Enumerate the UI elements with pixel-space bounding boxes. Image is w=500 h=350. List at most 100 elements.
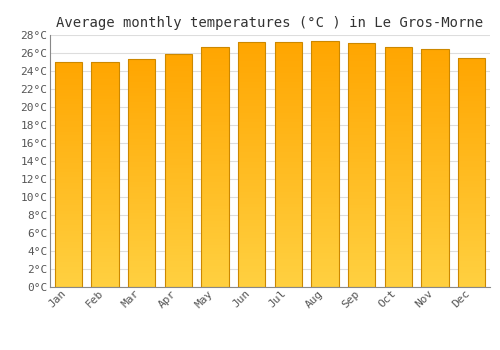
Bar (164, 234, 192, 237)
Bar (91, 265, 119, 267)
Bar (421, 180, 448, 183)
Bar (384, 155, 412, 158)
Bar (274, 143, 302, 146)
Bar (91, 96, 119, 99)
Bar (384, 239, 412, 242)
Bar (54, 62, 82, 65)
Bar (311, 256, 339, 259)
Bar (348, 64, 376, 68)
Bar (164, 135, 192, 138)
Bar (164, 185, 192, 188)
Bar (421, 189, 448, 192)
Bar (458, 87, 485, 90)
Bar (91, 149, 119, 152)
Bar (348, 141, 376, 144)
Bar (458, 93, 485, 96)
Bar (348, 92, 376, 95)
Bar (128, 99, 156, 102)
Bar (421, 73, 448, 76)
Bar (54, 239, 82, 242)
Bar (91, 102, 119, 104)
Bar (311, 180, 339, 183)
Bar (164, 240, 192, 243)
Bar (311, 216, 339, 219)
Bar (91, 62, 119, 65)
Bar (458, 127, 485, 130)
Bar (201, 86, 229, 89)
Bar (164, 54, 192, 287)
Bar (54, 172, 82, 175)
Bar (164, 69, 192, 71)
Bar (274, 88, 302, 91)
Bar (421, 79, 448, 82)
Bar (458, 84, 485, 87)
Bar (458, 121, 485, 124)
Bar (164, 147, 192, 150)
Bar (238, 55, 266, 57)
Bar (91, 132, 119, 135)
Bar (421, 124, 448, 127)
Bar (458, 170, 485, 173)
Bar (348, 95, 376, 98)
Bar (384, 278, 412, 281)
Bar (311, 161, 339, 164)
Bar (384, 203, 412, 206)
Bar (274, 183, 302, 186)
Bar (54, 191, 82, 194)
Bar (54, 87, 82, 90)
Bar (311, 103, 339, 106)
Bar (421, 228, 448, 231)
Bar (384, 209, 412, 212)
Bar (128, 213, 156, 216)
Bar (421, 216, 448, 219)
Bar (54, 124, 82, 127)
Bar (164, 83, 192, 86)
Bar (238, 103, 266, 106)
Bar (201, 227, 229, 230)
Bar (458, 184, 485, 187)
Bar (348, 281, 376, 284)
Bar (274, 226, 302, 229)
Bar (274, 281, 302, 284)
Bar (128, 253, 156, 256)
Bar (128, 59, 156, 287)
Bar (458, 78, 485, 81)
Bar (274, 189, 302, 192)
Bar (311, 100, 339, 103)
Bar (54, 152, 82, 155)
Bar (128, 125, 156, 128)
Bar (201, 113, 229, 116)
Bar (128, 122, 156, 125)
Bar (91, 208, 119, 211)
Bar (238, 164, 266, 168)
Bar (54, 273, 82, 276)
Bar (128, 131, 156, 133)
Bar (311, 140, 339, 143)
Bar (128, 74, 156, 76)
Bar (458, 135, 485, 138)
Bar (201, 143, 229, 146)
Bar (164, 162, 192, 164)
Bar (311, 235, 339, 238)
Bar (201, 254, 229, 257)
Bar (91, 121, 119, 124)
Bar (91, 281, 119, 284)
Bar (274, 113, 302, 116)
Bar (311, 229, 339, 232)
Bar (238, 113, 266, 116)
Bar (128, 145, 156, 148)
Bar (238, 204, 266, 208)
Bar (311, 195, 339, 198)
Bar (128, 167, 156, 170)
Bar (128, 241, 156, 244)
Bar (54, 175, 82, 177)
Bar (54, 118, 82, 121)
Bar (274, 110, 302, 113)
Bar (421, 58, 448, 61)
Bar (91, 219, 119, 222)
Bar (311, 41, 339, 44)
Bar (201, 230, 229, 233)
Bar (91, 203, 119, 205)
Bar (421, 88, 448, 91)
Bar (201, 137, 229, 140)
